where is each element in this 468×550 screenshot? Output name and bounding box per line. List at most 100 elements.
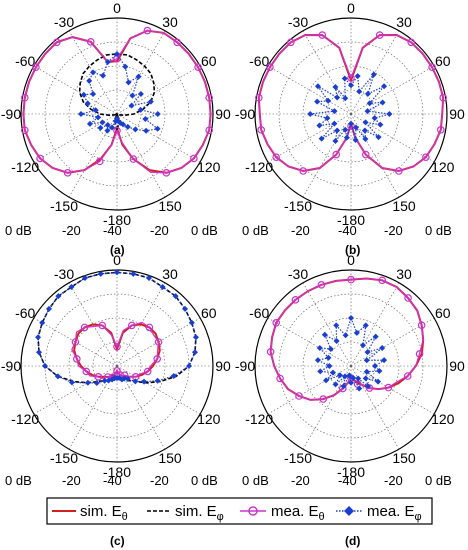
legend-marker [248,506,258,516]
data-point [266,348,275,356]
angle-label: -180 [103,464,131,480]
data-point [327,346,334,353]
data-point [332,150,341,159]
data-point [90,69,96,76]
data-point [113,366,121,375]
polar-grid-ring [302,65,400,163]
data-point [342,332,349,339]
data-point [129,92,136,99]
polar-grid-spoke [350,65,435,115]
legend: sim. Eθ sim. Eφ mea. Eθ mea. Eφ [46,497,433,525]
data-point [381,357,388,364]
data-point [340,383,347,390]
data-point [104,127,111,134]
data-point [295,392,303,400]
db-tick: -40 [338,473,357,488]
data-point [94,372,103,381]
data-point [104,122,111,129]
data-point [137,90,144,97]
data-point [276,374,284,383]
data-point [332,138,339,145]
data-point [86,38,95,46]
angle-label: -30 [54,266,74,282]
data-point [333,338,340,345]
legend-entry-sim-etheta: sim. Eθ [52,503,128,523]
data-point [377,121,384,128]
data-point [68,284,75,291]
data-point [170,373,177,380]
data-point [36,349,43,356]
polar-plot-b: 0 30 60 90 120 150 -180 -150 -120 -90 -60 -30 [235,0,465,228]
db-tick: 0 dB [425,473,452,488]
data-point [307,111,314,117]
data-point [21,93,29,102]
data-point [95,157,104,166]
data-point [331,108,338,115]
db-tick: 0 dB [242,223,269,238]
data-point [362,135,369,142]
angle-label: 30 [162,266,178,282]
data-point [114,51,120,57]
data-point [109,124,116,131]
polar-plot-c: 0 30 60 90 120 150 -180 -150 -120 -90 -60 -30 [1,252,231,480]
data-point [346,372,353,379]
angle-label: -120 [245,411,273,427]
db-tick: 0 dB [191,473,218,488]
data-point [316,345,323,351]
polar-plot-a: 0 30 60 90 120 150 -180 -150 -120 -90 -60 -30 [1,0,231,228]
data-point [39,319,46,326]
data-point [354,73,361,80]
db-tick: -20 [291,223,310,238]
data-point [68,379,75,386]
angle-label: -90 [235,106,255,122]
data-point [348,120,354,127]
angle-label: -60 [249,53,269,69]
angle-label: -120 [11,159,39,175]
data-point [124,375,131,382]
data-point [342,373,348,380]
data-point [86,77,93,84]
data-point [361,127,368,134]
data-point [154,377,161,384]
data-point [352,136,359,143]
data-point [370,71,377,78]
data-point [71,338,80,346]
data-point [342,95,349,102]
angle-label: -90 [1,358,21,374]
angle-label: 0 [347,0,355,16]
data-point [97,124,104,131]
data-point [362,322,369,329]
data-point [316,122,323,129]
data-point [53,38,61,47]
data-point [98,321,107,330]
data-point [162,169,171,177]
data-point [356,385,363,392]
data-point [342,126,349,133]
data-point [353,329,360,336]
legend-label: sim. Eφ [175,503,224,523]
data-point [372,333,379,340]
data-point [317,281,326,289]
data-point [319,395,328,403]
angle-label: 60 [201,53,217,69]
data-point [428,63,436,71]
data-point [146,275,153,282]
legend-label: mea. Eθ [271,503,325,523]
data-point [318,135,325,142]
data-point [272,153,280,162]
data-point [364,108,371,115]
data-point [372,363,378,369]
data-point [172,293,179,300]
angle-label: -60 [249,305,269,321]
polar-grid-spoke [116,65,201,115]
data-point [415,350,424,358]
data-point [142,116,149,123]
data-point [154,125,161,132]
data-point [93,379,100,386]
data-point [299,167,307,175]
db-tick: -20 [291,473,310,488]
data-point [361,150,370,159]
legend-entry-sim-ephi: sim. Eφ [147,503,224,523]
data-point [21,126,29,135]
